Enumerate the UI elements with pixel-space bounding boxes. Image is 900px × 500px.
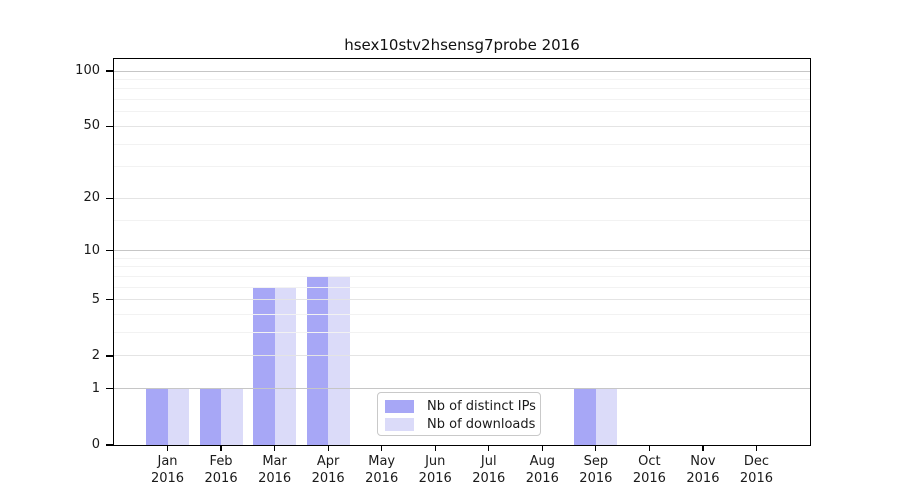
- x-tick-label-sep: Sep 2016: [579, 454, 613, 486]
- minor-gridline: [114, 286, 810, 288]
- x-tick-label-nov: Nov 2016: [686, 454, 720, 486]
- y-tick-label: 20: [83, 190, 100, 206]
- bar-jan-downloads: [167, 388, 190, 445]
- legend-swatch-downloads: [385, 417, 414, 431]
- x-tick-label-jan: Jan 2016: [150, 454, 185, 486]
- minor-gridline: [114, 166, 810, 168]
- y-tick: [106, 388, 113, 390]
- minor-gridline: [114, 219, 810, 221]
- x-tick-label-mar: Mar 2016: [258, 454, 292, 486]
- minor-gridline: [114, 332, 810, 334]
- legend-swatch-distinct-ips: [385, 399, 414, 413]
- bar-feb-downloads: [221, 388, 243, 445]
- bar-mar-distinct-ips: [253, 287, 275, 445]
- y-tick-label: 50: [83, 118, 100, 134]
- x-tick: [648, 445, 650, 451]
- y-tick-label: 10: [83, 242, 100, 258]
- x-tick: [488, 445, 490, 451]
- x-tick: [166, 445, 169, 451]
- minor-gridline: [114, 99, 810, 101]
- x-tick-label-feb: Feb 2016: [204, 454, 238, 486]
- legend-entry-downloads: Nb of downloads: [385, 415, 540, 433]
- major-gridline: [114, 70, 810, 72]
- bar-apr-downloads: [328, 276, 350, 445]
- y-tick: [106, 444, 113, 446]
- x-tick: [381, 445, 383, 451]
- bar-apr-distinct-ips: [306, 276, 329, 445]
- legend-label-distinct-ips: Nb of distinct IPs: [427, 398, 536, 414]
- legend-entry-distinct-ips: Nb of distinct IPs: [385, 397, 540, 415]
- x-tick-label-may: May 2016: [365, 454, 399, 486]
- bar-feb-distinct-ips: [199, 388, 222, 445]
- chart-title: hsex10stv2hsensg7probe 2016: [344, 36, 580, 54]
- major-gridline: [114, 197, 810, 199]
- bar-sep-downloads: [595, 388, 618, 445]
- major-gridline: [114, 355, 810, 357]
- y-tick-label: 0: [91, 437, 100, 452]
- minor-gridline: [114, 275, 810, 277]
- minor-gridline: [114, 266, 810, 268]
- bar-mar-downloads: [274, 287, 297, 445]
- major-gridline: [114, 388, 810, 390]
- bars-layer: [114, 59, 810, 445]
- x-tick: [755, 445, 758, 451]
- x-tick-label-oct: Oct 2016: [632, 454, 666, 486]
- y-tick: [106, 70, 113, 72]
- y-tick-label: 1: [91, 380, 100, 396]
- x-tick-label-jun: Jun 2016: [418, 454, 452, 486]
- minor-gridline: [114, 111, 810, 113]
- y-tick-label: 100: [75, 63, 100, 78]
- x-tick-label-dec: Dec 2016: [739, 454, 773, 486]
- x-tick: [220, 445, 222, 451]
- x-tick: [702, 445, 704, 451]
- x-tick: [434, 445, 436, 451]
- y-tick: [106, 299, 113, 301]
- major-gridline: [114, 299, 810, 301]
- legend: Nb of distinct IPs Nb of downloads: [377, 392, 541, 436]
- minor-gridline: [114, 314, 810, 316]
- x-tick: [541, 445, 543, 451]
- y-tick: [106, 355, 113, 357]
- x-tick: [327, 445, 329, 451]
- y-tick-label: 5: [91, 291, 100, 307]
- major-gridline: [114, 125, 810, 127]
- grid-layer: [114, 59, 810, 445]
- minor-gridline: [114, 257, 810, 259]
- y-tick: [106, 125, 113, 127]
- x-tick-label-jul: Jul 2016: [472, 454, 506, 486]
- plot-area: [113, 58, 811, 446]
- major-gridline: [114, 250, 810, 252]
- x-tick: [274, 445, 276, 451]
- minor-gridline: [114, 78, 810, 80]
- bar-sep-distinct-ips: [574, 388, 596, 445]
- x-tick-label-aug: Aug 2016: [525, 454, 559, 486]
- minor-gridline: [114, 143, 810, 145]
- bar-jan-distinct-ips: [146, 388, 168, 445]
- x-tick: [595, 445, 597, 451]
- legend-label-downloads: Nb of downloads: [427, 416, 536, 432]
- minor-gridline: [114, 88, 810, 90]
- y-tick: [106, 197, 113, 199]
- y-tick-label: 2: [91, 347, 100, 363]
- y-tick: [106, 250, 113, 252]
- x-tick-label-apr: Apr 2016: [311, 454, 345, 486]
